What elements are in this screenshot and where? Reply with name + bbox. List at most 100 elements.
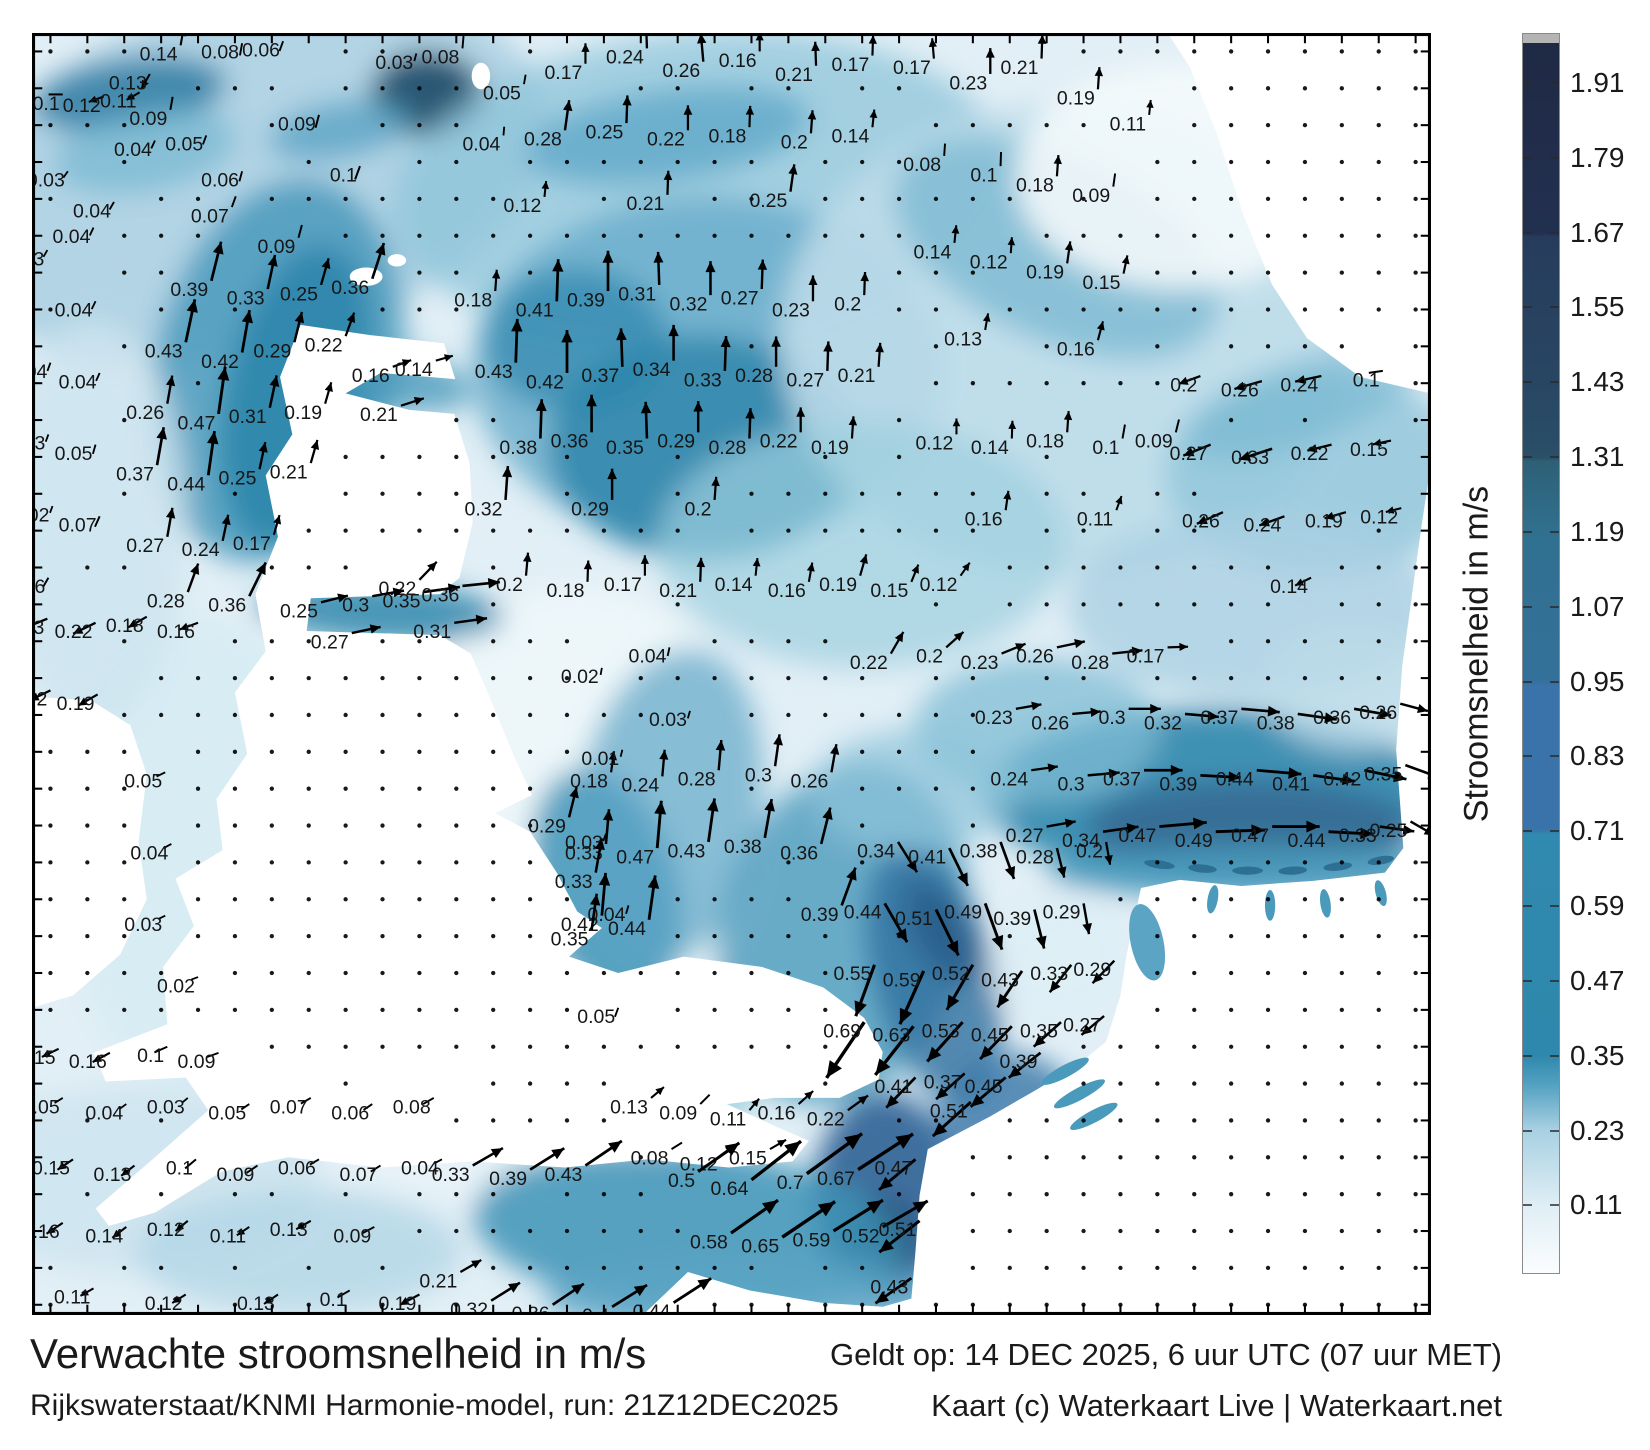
speed-value-label: 0.41 [875, 1076, 913, 1098]
speed-value-label: 0.33 [555, 871, 593, 893]
speed-value-label: 0.16 [352, 365, 390, 387]
speed-value-label: 0.04 [114, 139, 152, 161]
colorbar-tick-mark [1523, 830, 1532, 833]
arrow-head-icon [683, 105, 693, 115]
arrow-head-icon [73, 625, 84, 634]
arrow-head-icon [561, 329, 573, 343]
speed-value-label: 0.36 [208, 595, 246, 617]
speed-value-label: 0.09 [1135, 431, 1173, 453]
arrow-head-icon [980, 1045, 994, 1060]
colorbar-tick-mark [1550, 530, 1559, 533]
arrow-head-icon [296, 1221, 306, 1230]
speed-value-label: 0.08 [631, 1147, 669, 1169]
colorbar-tick-label: 1.91 [1570, 66, 1625, 98]
arrow-head-icon [179, 622, 189, 631]
speed-value-label: 0.43 [544, 1164, 582, 1186]
arrow-head-icon [88, 95, 98, 103]
arrow-head-icon [982, 313, 991, 322]
arrow-head-icon [1064, 241, 1074, 251]
speed-value-label: 0.37 [924, 1072, 962, 1094]
speed-value-label: 0.05 [208, 1102, 246, 1124]
colorbar-tick-label: 1.67 [1570, 216, 1625, 248]
arrow-head-icon [1341, 773, 1355, 786]
arrow-head-icon [1090, 707, 1101, 717]
current-arrow [238, 170, 244, 182]
arrow-head-icon [879, 1238, 895, 1253]
speed-value-label: 0.07 [59, 515, 97, 537]
speed-value-label: 0.47 [616, 846, 654, 868]
speed-value-label: 0.22 [807, 1109, 845, 1131]
colorbar-tick-label: 0.71 [1570, 815, 1625, 847]
arrow-head-icon [1251, 824, 1266, 837]
arrow-head-icon [392, 587, 404, 598]
speed-value-label: 0.51 [895, 908, 933, 930]
speed-value-label: 0.24 [621, 775, 659, 797]
speed-value-label: 0.33 [684, 369, 722, 391]
speed-value-label: 0.49 [1175, 830, 1213, 852]
current-arrow [32, 617, 48, 627]
speed-value-label: 0.52 [932, 963, 970, 985]
speed-value-label: 0.37 [1103, 769, 1141, 791]
speed-value-label: 0.12 [1360, 506, 1398, 528]
current-arrow [502, 126, 506, 136]
speed-value-label: 0.27 [1006, 825, 1044, 847]
speed-value-label: 0.16 [758, 1102, 796, 1124]
valid-time-caption: Geldt op: 14 DEC 2025, 6 uur UTC (07 uur… [830, 1337, 1502, 1372]
current-arrow [95, 372, 101, 382]
speed-value-label: 0.05 [32, 1096, 60, 1118]
current-arrow [42, 577, 50, 588]
colorbar-tick-label: 1.31 [1570, 441, 1625, 473]
current-arrow [156, 771, 166, 778]
map-border-and-ticks [32, 33, 1431, 1315]
speed-value-label: 0.12 [145, 1293, 183, 1315]
arrow-head-icon [165, 375, 176, 387]
colorbar-tick-label: 1.07 [1570, 590, 1625, 622]
arrow-head-icon [647, 875, 660, 889]
speed-value-label: 0.11 [1110, 113, 1146, 135]
arrow-head-icon [1063, 411, 1073, 421]
speed-value-label: 0.22 [305, 334, 343, 356]
colorbar-tick-label: 0.47 [1570, 964, 1625, 996]
speed-value-label: 0.59 [883, 969, 921, 991]
speed-value-label: 0.52 [842, 1225, 880, 1247]
speed-value-label: 0.41 [908, 846, 946, 868]
speed-value-label: 0.13 [270, 1219, 308, 1241]
colorbar-tick-mark [1523, 381, 1532, 384]
arrow-head-icon [221, 514, 231, 526]
speed-value-label: 0.31 [618, 283, 656, 305]
arrow-head-icon [1295, 375, 1306, 385]
colorbar-tick-mark [1523, 905, 1532, 908]
speed-value-label: 0.21 [419, 1270, 457, 1292]
speed-value-label: 0.26 [662, 60, 700, 82]
arrow-head-icon [776, 1139, 787, 1148]
speed-value-label: 0.29 [657, 431, 695, 453]
arrow-head-icon [857, 1095, 869, 1105]
arrow-head-icon [946, 940, 959, 956]
speed-value-label: 0.1 [137, 1045, 164, 1067]
arrow-head-icon [869, 109, 878, 119]
colorbar-tick-mark [1523, 456, 1532, 459]
speed-value-label: 0.05 [55, 443, 93, 465]
arrow-head-icon [207, 431, 219, 445]
speed-value-label: 0.26 [790, 771, 828, 793]
speed-value-label: 0.35 [551, 928, 589, 950]
speed-value-label: 0.09 [333, 1225, 371, 1247]
coastal-water-overlays [1041, 855, 1394, 1130]
speed-value-label: 0.28 [147, 590, 185, 612]
arrow-head-icon [1121, 255, 1130, 265]
arrow-head-icon [886, 1094, 899, 1108]
arrow-head-icon [581, 43, 590, 52]
speed-value-label: 0.2 [781, 132, 808, 154]
arrow-head-icon [126, 92, 136, 100]
speed-value-label: 0.27 [126, 535, 164, 557]
arrow-head-icon [1259, 517, 1270, 527]
current-arrow [666, 647, 671, 657]
arrow-head-icon [551, 1148, 565, 1160]
speed-value-label: 0.31 [413, 621, 451, 643]
speed-value-label: 0.44 [633, 1301, 671, 1315]
current-arrow [205, 1051, 219, 1059]
arrow-head-icon [895, 1133, 914, 1149]
arrow-head-icon [165, 507, 176, 519]
arrow-head-icon [212, 241, 224, 255]
speed-value-label: 0.06 [32, 576, 45, 598]
